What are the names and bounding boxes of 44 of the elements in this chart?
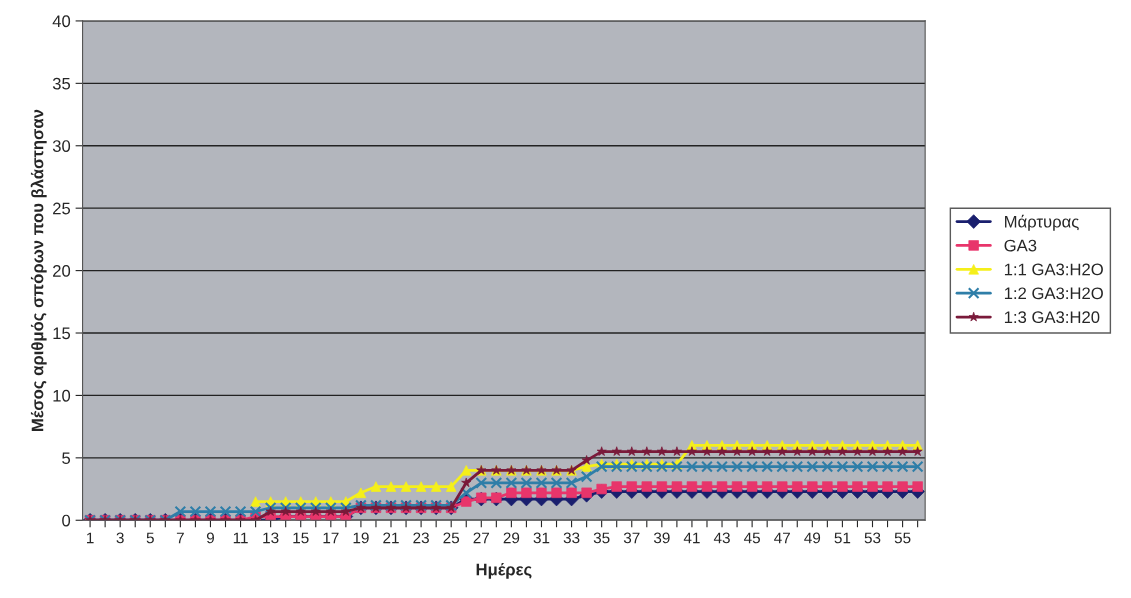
y-tick-label: 30 [52,140,71,152]
x-tick-label: 55 [894,532,911,544]
y-tick-label: 40 [52,15,71,28]
x-tick-label: 5 [146,532,154,544]
y-tick-label: 25 [53,202,71,215]
x-tick-label: 35 [593,532,610,544]
x-tick-label: 27 [473,532,490,544]
y-tick-label: 10 [53,389,71,402]
x-axis-title: Ημέρες [476,562,532,579]
x-tick-label: 7 [176,532,184,544]
x-tick-label: 53 [864,532,881,544]
x-tick-label: 11 [233,532,248,544]
y-tick-label: 35 [52,77,71,90]
x-tick-label: 39 [653,532,670,544]
x-tick-label: 47 [774,532,790,544]
legend-label: 1:2 GA3:H2O [1004,287,1103,300]
x-tick-label: 33 [563,532,580,544]
x-tick-label: 45 [743,532,760,544]
y-tick-label: 15 [53,327,71,340]
y-tick-label: 20 [53,265,71,277]
x-tick-label: 21 [383,532,399,544]
x-tick-label: 43 [713,532,730,544]
x-tick-label: 15 [293,532,309,544]
x-tick-label: 51 [834,532,851,544]
x-tick-label: 1 [87,532,94,544]
y-axis-title: Μέσος αριθμός σπόρων που βλάστησαν [30,109,47,431]
legend-label: 1:1 GA3:H2O [1004,263,1103,276]
legend-label: 1:3 GA3:H20 [1004,311,1100,324]
legend-label: Μάρτυρας [1005,214,1079,231]
x-tick-label: 19 [353,532,369,544]
x-tick-label: 37 [623,532,640,544]
x-tick-label: 25 [443,532,460,544]
legend-label: GA3 [1004,239,1037,252]
y-tick-label: 0 [62,514,71,527]
x-tick-label: 9 [206,532,214,544]
x-tick-label: 23 [413,532,429,544]
x-tick-label: 49 [804,532,821,544]
x-tick-label: 3 [116,532,124,544]
x-tick-label: 41 [683,532,700,544]
x-tick-label: 13 [263,532,279,544]
x-tick-label: 17 [323,532,339,544]
y-tick-label: 5 [62,452,71,465]
x-tick-label: 31 [533,532,550,544]
x-tick-label: 29 [503,532,520,544]
